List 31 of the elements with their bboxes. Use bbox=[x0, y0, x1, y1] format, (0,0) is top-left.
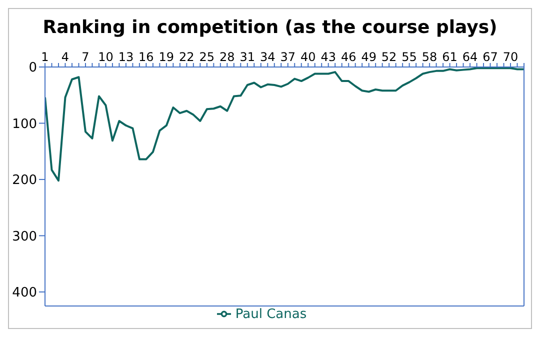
x-tick-label: 49 bbox=[361, 50, 376, 64]
x-tick-label: 58 bbox=[422, 50, 438, 64]
legend-label: Paul Canas bbox=[235, 307, 307, 322]
y-tick-label: 100 bbox=[12, 116, 37, 132]
x-tick-label: 25 bbox=[199, 50, 215, 64]
x-tick-label: 37 bbox=[280, 50, 296, 64]
x-tick-label: 22 bbox=[179, 50, 194, 64]
x-tick-label: 46 bbox=[340, 50, 356, 64]
x-tick-label: 10 bbox=[98, 50, 114, 64]
x-tick-label: 55 bbox=[402, 50, 417, 64]
x-tick-label: 16 bbox=[138, 50, 154, 64]
x-tick-label: 28 bbox=[220, 50, 235, 64]
x-tick-label: 31 bbox=[240, 50, 256, 64]
x-tick-label: 7 bbox=[82, 50, 90, 64]
x-tick-label: 40 bbox=[300, 50, 316, 64]
y-tick-label: 300 bbox=[12, 229, 37, 244]
x-tick-label: 13 bbox=[118, 50, 134, 64]
y-tick-label: 200 bbox=[12, 173, 37, 188]
x-tick-label: 1 bbox=[41, 50, 49, 64]
y-tick-label: 400 bbox=[12, 286, 37, 301]
x-tick-label: 43 bbox=[320, 50, 336, 64]
x-tick-label: 34 bbox=[260, 50, 276, 64]
chart-title: Ranking in competition (as the course plays) bbox=[42, 17, 498, 40]
x-tick-label: 4 bbox=[61, 50, 70, 64]
y-tick-label: 0 bbox=[28, 60, 37, 76]
x-tick-label: 70 bbox=[502, 50, 518, 64]
x-tick-label: 52 bbox=[381, 50, 397, 64]
x-tick-label: 19 bbox=[158, 50, 174, 64]
x-tick-label: 67 bbox=[482, 50, 498, 64]
x-tick-label: 64 bbox=[462, 50, 478, 64]
x-tick-label: 61 bbox=[442, 50, 458, 64]
